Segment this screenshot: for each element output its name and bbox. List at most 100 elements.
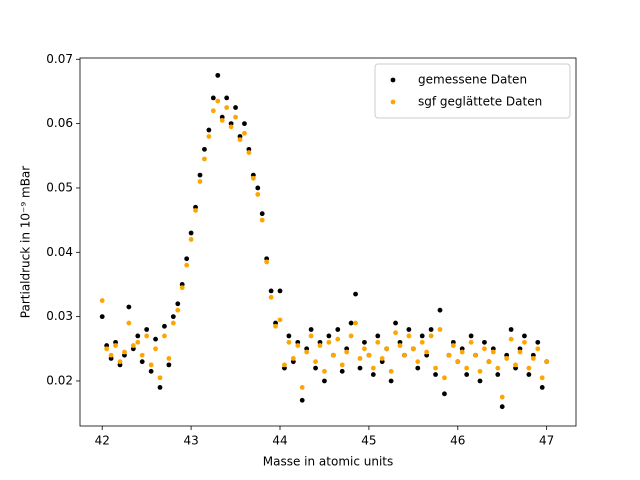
data-point bbox=[477, 378, 483, 384]
data-point bbox=[193, 208, 198, 213]
x-tick-label: 42 bbox=[95, 434, 110, 448]
data-point bbox=[495, 372, 501, 377]
data-point bbox=[419, 333, 425, 339]
data-point bbox=[530, 356, 536, 361]
data-point bbox=[499, 394, 505, 400]
data-point bbox=[482, 346, 487, 352]
data-point bbox=[250, 175, 256, 181]
data-point bbox=[384, 346, 390, 352]
data-point bbox=[348, 320, 354, 326]
data-point bbox=[442, 375, 447, 381]
data-point bbox=[419, 339, 425, 345]
data-point bbox=[428, 333, 434, 339]
data-point bbox=[544, 359, 550, 365]
plot-frame bbox=[79, 57, 577, 427]
data-point bbox=[402, 352, 407, 358]
data-point bbox=[406, 333, 412, 339]
data-point bbox=[148, 368, 154, 374]
data-point bbox=[415, 365, 421, 371]
data-point bbox=[188, 230, 194, 236]
data-point bbox=[495, 365, 501, 371]
data-point bbox=[508, 327, 514, 332]
data-point bbox=[339, 368, 345, 374]
data-point bbox=[504, 356, 510, 361]
data-point bbox=[473, 352, 478, 358]
data-point bbox=[126, 304, 132, 310]
data-point bbox=[99, 314, 105, 320]
data-point bbox=[153, 346, 158, 352]
data-point bbox=[353, 320, 358, 326]
data-point bbox=[357, 356, 363, 361]
data-point bbox=[282, 362, 287, 368]
y-tick-label: 0.07 bbox=[46, 52, 73, 66]
y-tick-label: 0.05 bbox=[46, 180, 73, 194]
data-point bbox=[326, 339, 332, 345]
data-point bbox=[255, 191, 261, 197]
data-point bbox=[522, 333, 527, 339]
data-point bbox=[308, 327, 314, 332]
legend-marker bbox=[390, 77, 396, 83]
data-point bbox=[166, 362, 172, 368]
data-point bbox=[322, 378, 327, 384]
data-point bbox=[99, 298, 105, 303]
data-point bbox=[175, 307, 181, 313]
y-axis-label: Partialdruck in 10⁻⁹ mBar bbox=[19, 166, 33, 318]
data-point bbox=[317, 343, 323, 348]
data-point bbox=[526, 372, 532, 377]
data-point bbox=[397, 343, 403, 348]
data-point bbox=[433, 372, 438, 377]
data-point bbox=[162, 323, 167, 329]
data-point bbox=[375, 339, 381, 345]
data-point bbox=[459, 349, 465, 355]
data-point bbox=[135, 339, 141, 345]
data-point bbox=[442, 391, 447, 397]
data-point bbox=[322, 368, 327, 374]
data-point bbox=[153, 336, 158, 342]
data-point bbox=[108, 352, 114, 358]
data-point bbox=[526, 365, 532, 371]
data-point bbox=[304, 349, 310, 355]
data-point bbox=[104, 346, 110, 352]
data-point bbox=[486, 359, 492, 365]
data-point bbox=[348, 333, 354, 339]
data-point bbox=[264, 259, 270, 265]
data-point bbox=[499, 404, 505, 410]
data-point bbox=[228, 124, 234, 130]
data-point bbox=[290, 356, 296, 361]
x-tick-label: 44 bbox=[272, 434, 287, 448]
data-point bbox=[157, 384, 163, 390]
data-point bbox=[388, 368, 394, 374]
data-point bbox=[406, 327, 412, 332]
y-tick-label: 0.04 bbox=[46, 245, 73, 259]
data-point bbox=[428, 327, 434, 332]
data-point bbox=[144, 327, 150, 332]
data-point bbox=[210, 108, 216, 114]
data-point bbox=[113, 343, 118, 348]
data-point bbox=[246, 150, 252, 155]
legend-marker bbox=[390, 99, 396, 105]
data-point bbox=[330, 352, 336, 358]
data-point bbox=[464, 365, 470, 371]
data-point bbox=[170, 314, 176, 320]
data-point bbox=[344, 349, 350, 355]
data-point bbox=[468, 333, 474, 339]
data-point bbox=[370, 365, 376, 371]
data-point bbox=[468, 339, 474, 345]
data-point bbox=[393, 330, 398, 336]
data-point bbox=[339, 362, 345, 368]
data-point bbox=[184, 262, 190, 268]
data-point bbox=[535, 339, 541, 345]
data-point bbox=[219, 118, 225, 123]
data-point bbox=[233, 105, 238, 110]
data-point bbox=[477, 368, 483, 374]
data-point bbox=[117, 359, 123, 365]
data-point bbox=[175, 301, 181, 307]
data-point bbox=[313, 365, 318, 371]
data-point bbox=[197, 179, 203, 184]
legend-box bbox=[374, 63, 571, 119]
data-point bbox=[353, 291, 358, 297]
data-point bbox=[379, 356, 385, 361]
data-point bbox=[362, 339, 367, 345]
data-point bbox=[482, 339, 487, 345]
data-point bbox=[535, 346, 541, 352]
